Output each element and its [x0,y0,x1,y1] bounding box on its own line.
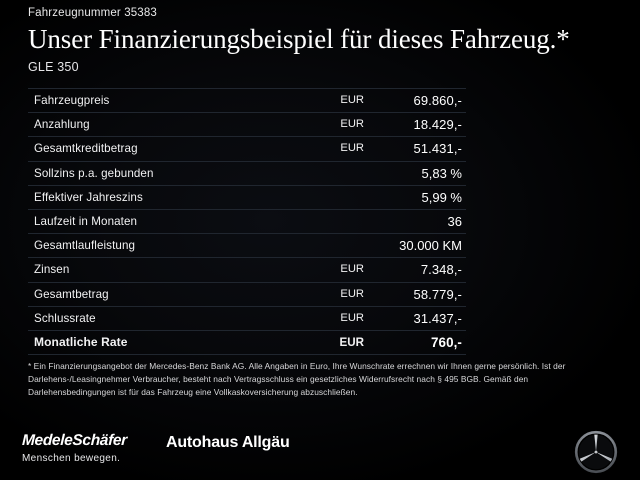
row-value: 5,99 % [318,184,466,210]
financing-table-body: Fahrzeugpreis EUR 69.860,- Anzahlung EUR 18.4… [28,87,466,356]
row-currency: EUR [318,281,366,307]
vehicle-number: Fahrzeugnummer 35383 [28,7,157,19]
table-row: Gesamtlaufleistung 30.000 KM [28,233,466,258]
legal-footnote: * Ein Finanzierungsangebot der Mercedes-… [28,361,566,398]
dealer-logo-autohaus-allgaeu: Autohaus Allgäu [166,434,290,451]
row-currency: EUR [318,305,366,331]
table-row: Zinsen EUR 7.348,- [28,257,466,283]
row-value: 51.431,- [366,136,466,162]
row-label: Anzahlung [28,112,318,137]
row-label: Laufzeit in Monaten [28,209,318,234]
dealer-logo-medeleschaefer: MedeleSchäfer Menschen bewegen. [22,432,127,466]
row-label: Effektiver Jahreszins [28,184,318,210]
table-row: Gesamtkreditbetrag EUR 51.431,- [28,136,466,162]
row-value: 36 [318,209,466,234]
row-value: 58.779,- [366,281,466,307]
row-value: 69.860,- [366,87,466,113]
row-currency: EUR [318,112,366,137]
row-value: 30.000 KM [318,233,466,258]
row-currency: EUR [318,136,366,162]
row-label: Schlussrate [28,305,318,331]
dealer-primary-name: MedeleSchäfer [21,432,128,449]
table-row: Anzahlung EUR 18.429,- [28,112,466,137]
row-value: 7.348,- [366,257,466,283]
row-label: Gesamtkreditbetrag [28,136,318,162]
row-currency: EUR [318,87,366,113]
row-label: Monatliche Rate [28,330,318,356]
table-row: Effektiver Jahreszins 5,99 % [28,184,466,210]
page-title: Unser Finanzierungsbeispiel für dieses F… [28,24,570,54]
row-currency: EUR [318,330,366,356]
row-label: Sollzins p.a. gebunden [28,160,318,186]
table-row: Gesamtbetrag EUR 58.779,- [28,281,466,307]
row-value: 760,- [366,330,466,356]
table-row: Sollzins p.a. gebunden 5,83 % [28,160,466,186]
table-row: Schlussrate EUR 31.437,- [28,305,466,331]
row-label: Zinsen [28,257,318,283]
financing-table: Fahrzeugpreis EUR 69.860,- Anzahlung EUR 18.4… [28,87,466,356]
row-value: 18.429,- [366,112,466,137]
table-row: Fahrzeugpreis EUR 69.860,- [28,87,466,113]
table-row: Laufzeit in Monaten 36 [28,209,466,234]
row-value: 31.437,- [366,305,466,331]
row-currency: EUR [318,257,366,283]
row-value: 5,83 % [318,160,466,186]
page-footer: MedeleSchäfer Menschen bewegen. Autohaus… [0,424,640,480]
row-label: Gesamtlaufleistung [28,233,318,258]
page-header: Fahrzeugnummer 35383 Unser Finanzierungs… [28,6,618,76]
row-label: Fahrzeugpreis [28,87,318,113]
table-row: Monatliche Rate EUR 760,- [28,330,466,356]
row-label: Gesamtbetrag [28,281,318,307]
dealer-primary-tagline: Menschen bewegen. [22,453,121,464]
mercedes-benz-star-icon [574,430,618,474]
vehicle-model: GLE 350 [28,60,79,74]
